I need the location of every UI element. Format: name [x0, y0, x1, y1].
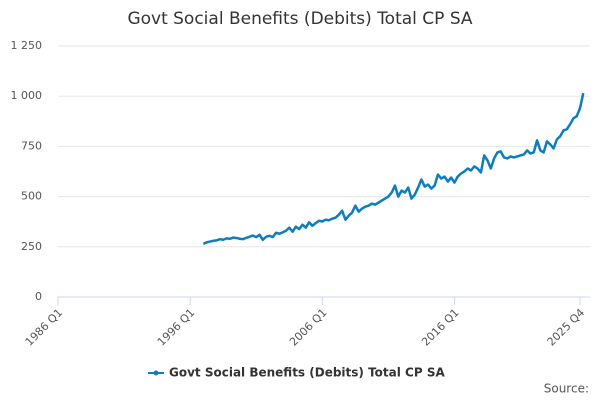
x-tick-label: 2006 Q1: [287, 306, 330, 349]
line-series: [202, 92, 585, 245]
chart-title: Govt Social Benefits (Debits) Total CP S…: [127, 9, 472, 29]
y-tick-label: 750: [21, 139, 42, 152]
source-label: Source:: [544, 382, 589, 396]
y-tick-label: 250: [21, 240, 42, 253]
x-tick-label: 1986 Q1: [23, 306, 66, 349]
y-tick-label: 1 250: [11, 39, 43, 52]
x-tick-label: 1996 Q1: [155, 306, 198, 349]
legend-label: Govt Social Benefits (Debits) Total CP S…: [169, 366, 445, 380]
y-tick-label: 1 000: [11, 89, 43, 102]
legend-marker: [153, 370, 159, 376]
x-tick-label: 2016 Q1: [419, 306, 462, 349]
x-tick-label: 2025 Q4: [545, 306, 588, 349]
y-tick-label: 500: [21, 190, 42, 203]
y-tick-label: 0: [35, 290, 42, 303]
